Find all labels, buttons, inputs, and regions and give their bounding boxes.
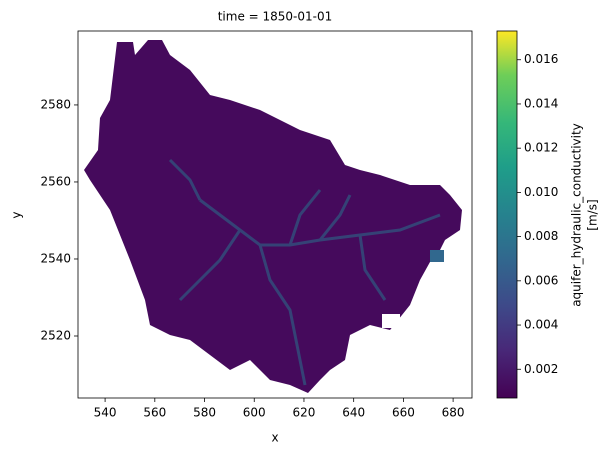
- x-tick-label: 600: [243, 406, 266, 420]
- chart-title: time = 1850-01-01: [218, 10, 333, 24]
- cluster: [430, 250, 444, 262]
- colorbar-tick-label: 0.016: [524, 52, 558, 66]
- x-tick-label: 680: [442, 406, 465, 420]
- colorbar-tick-label: 0.002: [524, 362, 558, 376]
- basin-raster: [84, 40, 462, 393]
- colorbar-tick-label: 0.004: [524, 318, 558, 332]
- no-data-hole: [382, 314, 400, 328]
- colorbar: [496, 30, 518, 399]
- river-network: [168, 158, 441, 386]
- y-tick-label: 2580: [40, 97, 71, 111]
- colorbar-tick-label: 0.012: [524, 141, 558, 155]
- plot-frame: [77, 30, 473, 399]
- x-tick-label: 560: [143, 406, 166, 420]
- y-tick-label: 2540: [40, 251, 71, 265]
- x-tick-label: 640: [342, 406, 365, 420]
- y-tick-label: 2560: [40, 174, 71, 188]
- colorbar-tick-label: 0.014: [524, 96, 558, 110]
- y-axis-label: y: [10, 211, 24, 218]
- colorbar-tick-label: 0.010: [524, 185, 558, 199]
- x-tick-label: 620: [293, 406, 316, 420]
- y-tick-label: 2520: [40, 328, 71, 342]
- x-axis-label: x: [271, 431, 278, 445]
- colorbar-tick-label: 0.006: [524, 273, 558, 287]
- colorbar-label: aquifer_hydraulic_conductivity: [570, 123, 584, 307]
- colorbar-unit: [m/s]: [586, 199, 600, 230]
- x-tick-label: 580: [193, 406, 216, 420]
- colorbar-tick-label: 0.008: [524, 229, 558, 243]
- x-tick-label: 660: [392, 406, 415, 420]
- x-tick-label: 540: [94, 406, 117, 420]
